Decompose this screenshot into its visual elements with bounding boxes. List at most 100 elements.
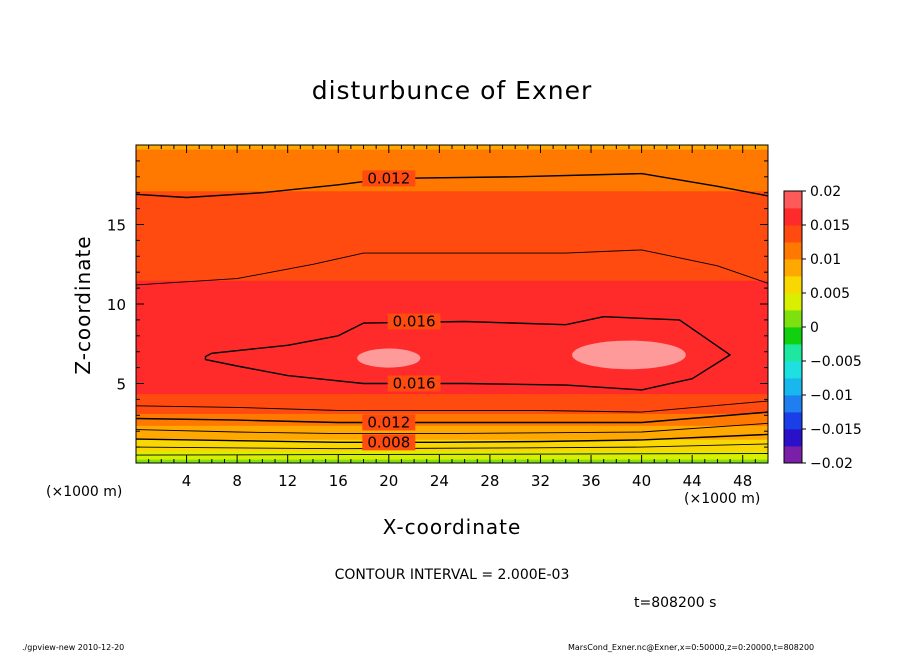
colorbar-swatch <box>784 191 802 209</box>
contour-lines <box>136 172 768 456</box>
contour-label-bg <box>362 414 416 431</box>
colorbar-swatch <box>784 310 802 328</box>
contour-label-bg <box>387 313 441 330</box>
colorbar-swatch <box>784 412 802 430</box>
contour-line <box>136 400 768 413</box>
fill-band <box>136 210 768 214</box>
fill-band <box>136 158 768 162</box>
fill-band <box>136 178 768 182</box>
fill-band <box>136 391 768 395</box>
colorbar-swatch <box>784 276 802 294</box>
fill-band <box>136 425 768 428</box>
chart-title: disturbunce of Exner <box>311 76 593 105</box>
fill-band <box>136 443 768 446</box>
fill-band <box>136 204 768 208</box>
fill-band <box>136 164 768 168</box>
x-axis-units: (×1000 m) <box>684 491 761 507</box>
y-axis-units: (×1000 m) <box>46 484 123 500</box>
max-core <box>572 340 686 370</box>
x-tick-label: 40 <box>632 472 651 490</box>
fill-band <box>136 166 768 170</box>
fill-band <box>136 278 768 281</box>
x-tick-label: 4 <box>182 472 192 490</box>
colorbar-swatch <box>784 446 802 464</box>
y-tick-label: 5 <box>116 376 126 394</box>
contour-label: 0.016 <box>393 312 436 330</box>
fill-band <box>136 397 768 400</box>
fill-band <box>136 294 768 297</box>
footer-file-info: MarsCond_Exner.nc@Exner,x=0:50000,z=0:20… <box>568 643 815 652</box>
fill-band <box>136 148 768 152</box>
fill-band <box>136 439 768 442</box>
fill-band <box>136 449 768 452</box>
fill-band <box>136 304 768 307</box>
fill-band <box>136 431 768 434</box>
fill-band <box>136 206 768 210</box>
fill-band <box>136 214 768 218</box>
x-tick-label: 8 <box>232 472 242 490</box>
fill-band <box>136 238 768 241</box>
fill-band <box>136 455 768 458</box>
x-tick-label: 32 <box>531 472 550 490</box>
fill-band <box>136 417 768 420</box>
fill-band <box>136 315 768 319</box>
contour-label: 0.016 <box>393 375 436 393</box>
contour-label-bg <box>387 375 441 392</box>
fill-band <box>136 393 768 397</box>
x-axis-label: X-coordinate <box>382 515 522 539</box>
fill-band <box>136 170 768 174</box>
fill-band <box>136 232 768 236</box>
x-tick-label: 12 <box>278 472 297 490</box>
fill-band <box>136 194 768 198</box>
y-tick-label: 10 <box>107 296 126 314</box>
fill-band <box>136 445 768 448</box>
fill-band <box>136 407 768 410</box>
fill-band <box>136 220 768 224</box>
fill-band <box>136 172 768 176</box>
fill-band <box>136 224 768 228</box>
fill-band <box>136 202 768 206</box>
fill-band <box>136 236 768 240</box>
fill-band <box>136 154 768 158</box>
fill-band <box>136 282 768 285</box>
fill-band <box>136 258 768 261</box>
x-tick-label: 16 <box>329 472 348 490</box>
fill-band <box>136 411 768 414</box>
contour-line <box>136 411 768 424</box>
x-tick-label: 48 <box>733 472 752 490</box>
fill-band <box>136 162 768 166</box>
fill-band <box>136 280 768 283</box>
fill-band <box>136 268 768 271</box>
fill-band <box>136 186 768 190</box>
colorbar-swatch <box>784 327 802 345</box>
fill-band <box>136 296 768 299</box>
contour-label: 0.012 <box>367 413 410 431</box>
fill-band <box>136 429 768 432</box>
colorbar-tick-label: −0.01 <box>810 388 853 404</box>
fill-band <box>136 286 768 289</box>
fill-band <box>136 270 768 273</box>
colorbar: 0.02 0.015 0.01 0.005 0 −0.005 −0.01 −0.015 −0.0… <box>783 184 862 472</box>
fill-band <box>136 216 768 220</box>
fill-band <box>136 451 768 454</box>
colorbar-swatch <box>784 242 802 260</box>
max-core <box>357 348 421 368</box>
fill-band <box>136 413 768 416</box>
colorbar-swatch <box>784 429 802 447</box>
fill-band <box>136 222 768 226</box>
colorbar-swatch <box>784 208 802 226</box>
fill-band <box>136 246 768 249</box>
colorbar-tick-label: −0.02 <box>810 456 853 472</box>
fill-band <box>136 262 768 265</box>
fill-band <box>136 228 768 232</box>
fill-band <box>136 309 768 313</box>
fill-band <box>136 252 768 255</box>
fill-band <box>136 292 768 295</box>
contour-fills <box>136 145 768 463</box>
contour-line <box>136 453 768 456</box>
x-tick-label: 28 <box>480 472 499 490</box>
colorbar-tick-label: 0.005 <box>810 286 850 302</box>
fill-band <box>136 182 768 186</box>
colorbar-swatch <box>784 344 802 362</box>
fill-band <box>136 208 768 212</box>
